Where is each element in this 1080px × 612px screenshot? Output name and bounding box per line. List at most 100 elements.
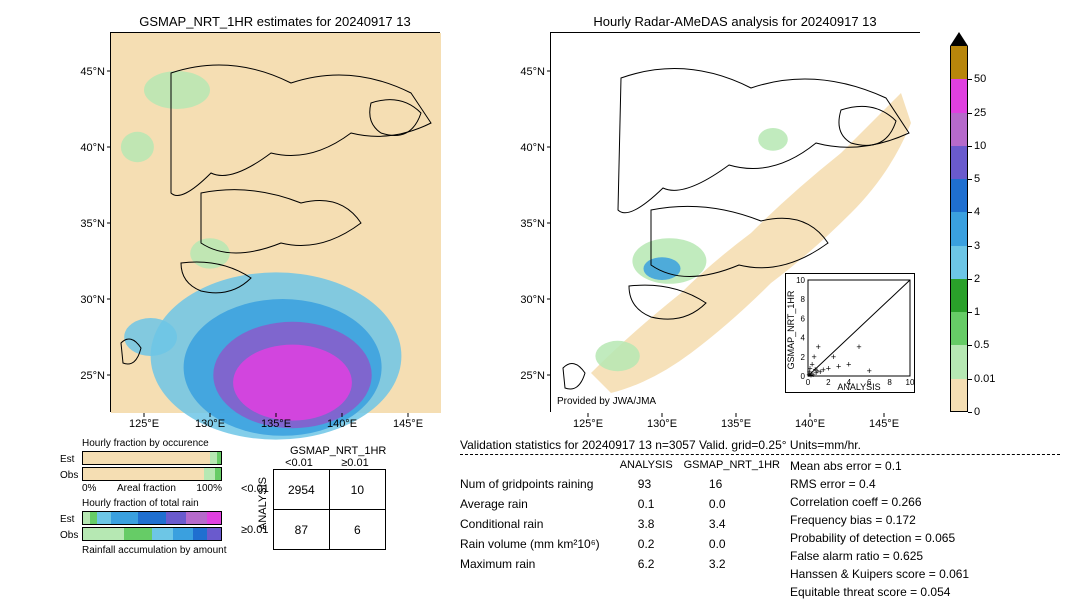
right-map-title: Hourly Radar-AMeDAS analysis for 2024091… — [550, 14, 920, 29]
bar-row-obs-2: Obs — [60, 530, 82, 541]
xaxis-left: 0% — [82, 483, 96, 494]
cont-cell-10: 87 — [273, 510, 329, 550]
hbar-total-est — [82, 511, 222, 525]
svg-text:30°N: 30°N — [80, 294, 105, 306]
svg-text:+: + — [836, 361, 841, 371]
svg-text:+: + — [816, 342, 821, 352]
svg-text:+: + — [867, 366, 872, 376]
metric-row: Correlation coeff = 0.266 — [790, 495, 969, 509]
svg-text:0: 0 — [806, 378, 811, 387]
hbar-occurence-est — [82, 451, 222, 465]
svg-text:45°N: 45°N — [80, 66, 105, 78]
svg-text:30°N: 30°N — [520, 294, 545, 306]
svg-text:135°E: 135°E — [261, 418, 291, 430]
svg-text:145°E: 145°E — [869, 418, 899, 430]
svg-text:125°E: 125°E — [573, 418, 603, 430]
svg-text:135°E: 135°E — [721, 418, 751, 430]
map-attribution: Provided by JWA/JMA — [557, 396, 656, 407]
val-row-label: Rain volume (mm km²10⁶) — [460, 537, 638, 551]
colorbar: 00.010.512345102550 — [950, 32, 968, 412]
contingency-table: GSMAP_NRT_1HR ANALYSIS <0.01 ≥0.01 <0.01… — [255, 445, 386, 550]
scatter-inset: ++++++++++++++++++++ 0246810 0246810 ANA… — [785, 273, 915, 393]
hourly-title-1: Hourly fraction by occurence — [82, 438, 227, 449]
val-row-a: 93 — [638, 477, 709, 491]
svg-text:40°N: 40°N — [80, 142, 105, 154]
metric-row: Mean abs error = 0.1 — [790, 459, 969, 473]
scatter-svg: ++++++++++++++++++++ 0246810 0246810 ANA… — [786, 274, 916, 394]
svg-text:2: 2 — [801, 353, 806, 362]
svg-text:145°E: 145°E — [393, 418, 423, 430]
contingency-col-header: GSMAP_NRT_1HR — [290, 445, 386, 457]
svg-text:25°N: 25°N — [80, 370, 105, 382]
svg-text:10: 10 — [906, 378, 915, 387]
svg-text:4: 4 — [801, 334, 806, 343]
validation-block: Validation statistics for 20240917 13 n=… — [460, 438, 1060, 603]
bar-row-est-2: Est — [60, 514, 82, 525]
right-map: 125°E130°E135°E140°E145°E 25°N30°N35°N40… — [550, 32, 920, 412]
val-row-a: 6.2 — [638, 557, 709, 571]
hbar-occurence-obs — [82, 467, 222, 481]
val-row-b: 3.2 — [709, 557, 780, 571]
svg-text:+: + — [846, 359, 851, 369]
val-row-label: Maximum rain — [460, 557, 638, 571]
cont-cell-11: 6 — [329, 510, 385, 550]
cont-cell-01: 10 — [329, 470, 385, 510]
left-map-svg: 125°E130°E135°E140°E145°E 25°N30°N35°N40… — [111, 33, 441, 413]
svg-text:6: 6 — [801, 314, 806, 323]
svg-text:140°E: 140°E — [327, 418, 357, 430]
svg-text:130°E: 130°E — [195, 418, 225, 430]
scatter-x-label: ANALYSIS — [837, 382, 880, 392]
hbar-total-obs — [82, 527, 222, 541]
svg-text:130°E: 130°E — [647, 418, 677, 430]
validation-title: Validation statistics for 20240917 13 n=… — [460, 438, 1060, 452]
svg-text:125°E: 125°E — [129, 418, 159, 430]
hourly-title-3: Rainfall accumulation by amount — [82, 545, 227, 556]
val-row-b: 3.4 — [709, 517, 780, 531]
hourly-title-2: Hourly fraction of total rain — [82, 498, 227, 509]
svg-text:25°N: 25°N — [520, 370, 545, 382]
val-row-a: 0.1 — [638, 497, 709, 511]
svg-text:+: + — [831, 352, 836, 362]
bar-row-est: Est — [60, 454, 82, 465]
val-row-a: 3.8 — [638, 517, 709, 531]
cont-cell-00: 2954 — [273, 470, 329, 510]
scatter-y-label: GSMAP_NRT_1HR — [786, 290, 796, 369]
svg-text:140°E: 140°E — [795, 418, 825, 430]
val-row-label: Conditional rain — [460, 517, 638, 531]
metric-row: Equitable threat score = 0.054 — [790, 585, 969, 599]
svg-text:45°N: 45°N — [520, 66, 545, 78]
hourly-fraction-block: Hourly fraction by occurence Est Obs 0% … — [60, 438, 227, 556]
val-row-b: 0.0 — [709, 497, 780, 511]
svg-text:10: 10 — [796, 276, 805, 285]
xaxis-right: 100% — [196, 483, 222, 494]
contingency-row-header: ANALYSIS — [255, 457, 271, 550]
metric-row: Probability of detection = 0.065 — [790, 531, 969, 545]
bar-row-obs: Obs — [60, 470, 82, 481]
svg-text:+: + — [807, 367, 812, 377]
metric-row: RMS error = 0.4 — [790, 477, 969, 491]
val-row-b: 0.0 — [709, 537, 780, 551]
val-col-gsmap: GSMAP_NRT_1HR — [684, 459, 780, 471]
cont-col-0: <0.01 — [271, 457, 327, 469]
val-row-label: Average rain — [460, 497, 638, 511]
metric-row: False alarm ratio = 0.625 — [790, 549, 969, 563]
val-col-analysis: ANALYSIS — [620, 459, 684, 471]
svg-text:+: + — [856, 342, 861, 352]
metric-row: Hanssen & Kuipers score = 0.061 — [790, 567, 969, 581]
left-map: 125°E130°E135°E140°E145°E 25°N30°N35°N40… — [110, 32, 440, 412]
svg-text:0: 0 — [801, 372, 806, 381]
cont-col-1: ≥0.01 — [327, 457, 383, 469]
svg-text:8: 8 — [887, 378, 892, 387]
svg-text:35°N: 35°N — [520, 218, 545, 230]
svg-text:2: 2 — [826, 378, 831, 387]
svg-text:8: 8 — [801, 295, 806, 304]
val-row-b: 16 — [709, 477, 780, 491]
metric-row: Frequency bias = 0.172 — [790, 513, 969, 527]
val-row-label: Num of gridpoints raining — [460, 477, 638, 491]
svg-text:40°N: 40°N — [520, 142, 545, 154]
xaxis-label: Areal fraction — [117, 483, 176, 494]
svg-text:+: + — [813, 364, 818, 374]
svg-text:35°N: 35°N — [80, 218, 105, 230]
svg-text:+: + — [811, 352, 816, 362]
left-map-title: GSMAP_NRT_1HR estimates for 20240917 13 — [110, 14, 440, 29]
